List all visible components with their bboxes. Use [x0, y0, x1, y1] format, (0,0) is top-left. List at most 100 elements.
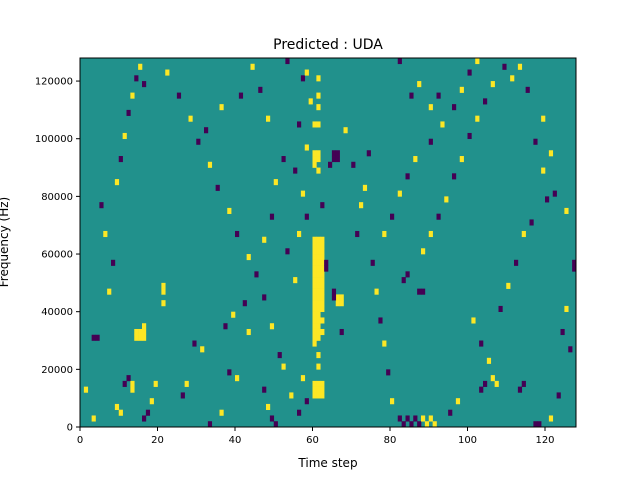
- heatmap-cell: [235, 375, 240, 382]
- heatmap-cell: [207, 421, 213, 428]
- heatmap-cell: [312, 340, 317, 347]
- heatmap-cell: [397, 190, 402, 197]
- heatmap-cell: [428, 104, 433, 111]
- heatmap-cell: [560, 328, 565, 336]
- heatmap-cell: [312, 254, 317, 261]
- heatmap-cell: [312, 236, 317, 243]
- heatmap-cell: [533, 138, 538, 145]
- heatmap-cell: [266, 115, 271, 122]
- heatmap-cell: [502, 63, 507, 70]
- heatmap-cell: [459, 156, 464, 163]
- heatmap-cell: [304, 213, 309, 220]
- heatmap-cell: [266, 403, 271, 411]
- heatmap-cell: [138, 63, 143, 70]
- heatmap-cell: [316, 271, 321, 278]
- heatmap-cell: [281, 156, 286, 163]
- heatmap-cell: [359, 202, 364, 209]
- heatmap-cell: [312, 380, 317, 387]
- heatmap-cell: [246, 328, 251, 336]
- heatmap-cell: [440, 121, 445, 128]
- heatmap-cell: [242, 300, 247, 307]
- heatmap-cell: [312, 300, 317, 307]
- heatmap-cell: [235, 230, 240, 238]
- heatmap-cell: [91, 415, 96, 422]
- heatmap-cell: [405, 271, 410, 278]
- heatmap-cell: [370, 259, 375, 266]
- heatmap-cell: [91, 334, 96, 341]
- heatmap-cell: [297, 230, 302, 238]
- heatmap-cell: [312, 271, 317, 278]
- heatmap-cell: [320, 242, 325, 249]
- heatmap-cell: [138, 328, 143, 336]
- heatmap-cell: [374, 288, 379, 295]
- heatmap-cell: [316, 305, 321, 312]
- heatmap-cell: [541, 115, 546, 122]
- heatmap-cell: [130, 380, 135, 387]
- heatmap-cell: [312, 265, 317, 272]
- heatmap-cell: [316, 92, 321, 99]
- heatmap-cell: [320, 265, 325, 272]
- heatmap-cell: [448, 409, 453, 416]
- heatmap-cell: [273, 179, 278, 186]
- y-tick-label: 20000: [41, 365, 73, 376]
- heatmap-cell: [320, 386, 325, 393]
- heatmap-cell: [351, 161, 356, 168]
- heatmap-cell: [312, 311, 317, 318]
- heatmap-cell: [289, 392, 294, 399]
- heatmap-cell: [231, 311, 236, 318]
- heatmap-cell: [320, 254, 325, 261]
- heatmap-cell: [180, 392, 185, 399]
- heatmap-cell: [424, 421, 430, 428]
- heatmap-cell: [320, 282, 325, 289]
- heatmap-cell: [99, 202, 104, 209]
- heatmap-cell: [219, 104, 224, 111]
- heatmap-cell: [262, 386, 267, 393]
- heatmap-cell: [293, 277, 298, 284]
- heatmap-cell: [134, 328, 139, 336]
- heatmap-cell: [153, 380, 158, 387]
- heatmap-cell: [304, 398, 309, 405]
- heatmap-cell: [227, 369, 232, 376]
- heatmap-cell: [479, 386, 484, 393]
- heatmap-cell: [138, 334, 143, 341]
- heatmap-cell: [428, 138, 433, 145]
- heatmap-cell: [312, 334, 317, 341]
- heatmap-cell: [316, 104, 321, 111]
- heatmap-cell: [304, 144, 309, 151]
- heatmap-cell: [204, 127, 209, 134]
- heatmap-cell: [316, 150, 321, 157]
- heatmap-cell: [417, 81, 422, 88]
- heatmap-cell: [316, 294, 321, 301]
- heatmap-cell: [355, 230, 360, 238]
- heatmap-cell: [382, 340, 387, 347]
- heatmap-cell: [514, 259, 519, 266]
- heatmap-cell: [436, 92, 441, 99]
- heatmap-cell: [273, 421, 278, 428]
- heatmap-cell: [269, 323, 275, 330]
- heatmap-cell: [517, 63, 523, 70]
- heatmap-cell: [436, 213, 441, 220]
- heatmap-cell: [107, 288, 112, 295]
- heatmap-cell: [316, 265, 321, 272]
- heatmap-cell: [413, 415, 418, 422]
- heatmap-cell: [475, 115, 480, 122]
- heatmap-cell: [149, 398, 154, 405]
- heatmap-cell: [339, 328, 344, 336]
- heatmap-cell: [262, 236, 267, 243]
- heatmap-cell: [483, 98, 488, 105]
- heatmap-cell: [537, 421, 542, 428]
- heatmap-cell: [269, 213, 275, 220]
- x-tick-label: 20: [151, 435, 164, 446]
- heatmap-cell: [490, 375, 495, 382]
- heatmap-cell: [316, 380, 321, 387]
- heatmap-cell: [316, 386, 321, 393]
- heatmap-cell: [486, 357, 492, 364]
- heatmap-cell: [366, 150, 371, 157]
- heatmap-cell: [428, 230, 433, 238]
- heatmap-cell: [331, 156, 337, 163]
- heatmap-cell: [335, 150, 340, 157]
- heatmap-cell: [285, 58, 290, 65]
- heatmap-cell: [316, 334, 321, 341]
- heatmap-cell: [452, 104, 457, 111]
